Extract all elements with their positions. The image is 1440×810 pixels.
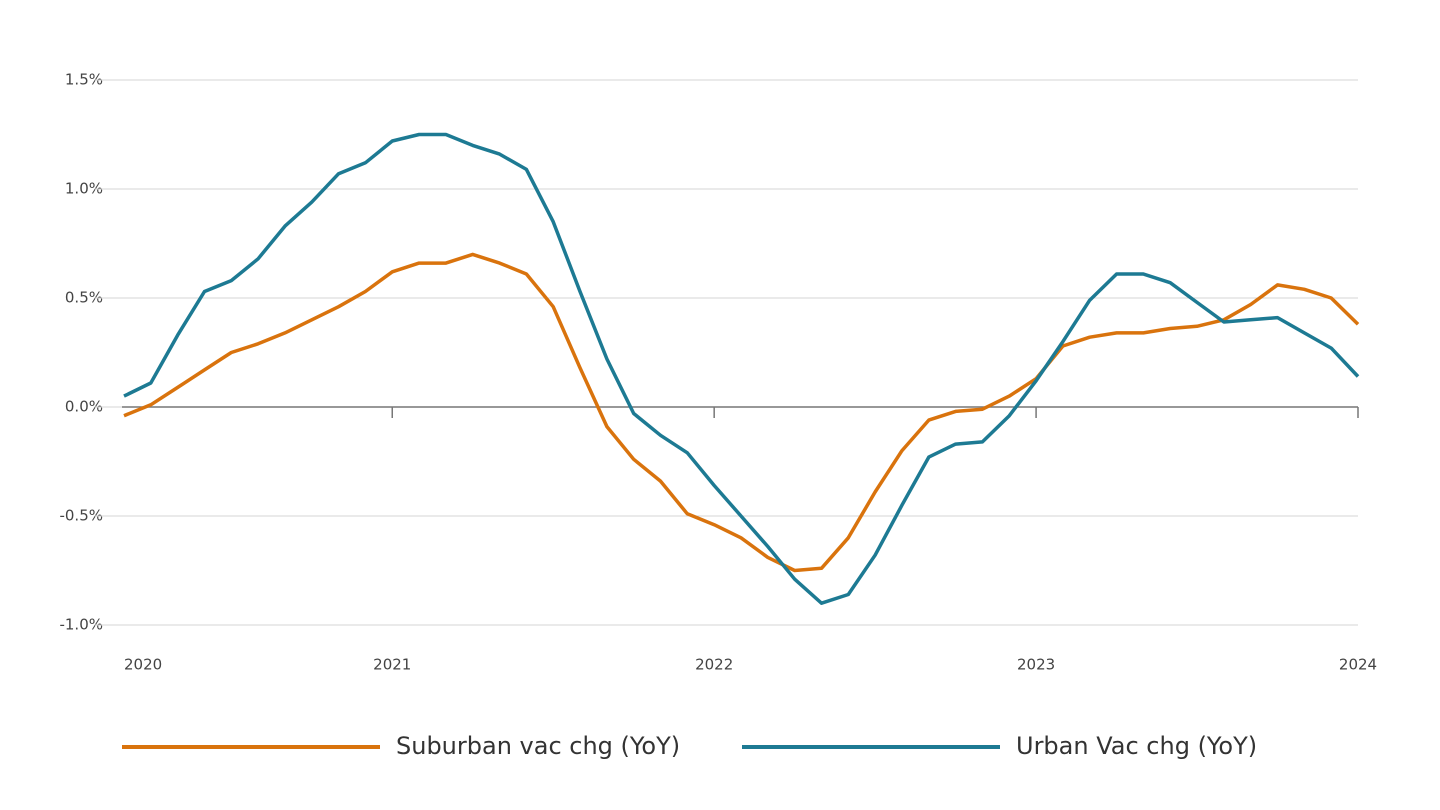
y-tick-label: 1.0% xyxy=(65,180,103,198)
y-tick-label: 0.0% xyxy=(65,398,103,416)
x-tick-label: 2022 xyxy=(695,656,733,674)
y-tick-label: 0.5% xyxy=(65,289,103,307)
x-tick-label: 2024 xyxy=(1339,656,1377,674)
x-tick-label: 2021 xyxy=(373,656,411,674)
series-line xyxy=(123,132,1360,605)
y-tick-label: 1.5% xyxy=(65,71,103,89)
legend-label: Urban Vac chg (YoY) xyxy=(1016,732,1257,760)
y-tick-label: -1.0% xyxy=(59,616,103,634)
y-tick-label: -0.5% xyxy=(59,507,103,525)
x-tick-label: 2020 xyxy=(124,656,162,674)
x-tick-label: 2023 xyxy=(1017,656,1055,674)
series-line xyxy=(123,252,1360,573)
legend-label: Suburban vac chg (YoY) xyxy=(396,732,680,760)
